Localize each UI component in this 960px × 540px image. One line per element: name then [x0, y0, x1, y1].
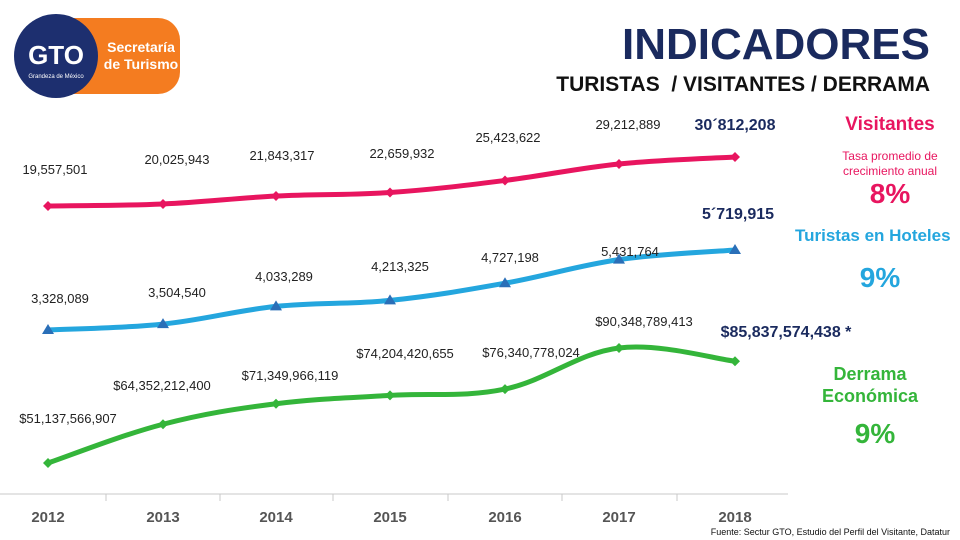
- data-label: 30´812,208: [695, 117, 776, 134]
- logo-circle: [14, 14, 98, 98]
- data-point-marker: [500, 384, 510, 395]
- derrama-growth-pct: 9%: [854, 418, 896, 449]
- data-label: 20,025,943: [144, 152, 209, 167]
- data-label: 5,431,764: [601, 244, 659, 259]
- data-point-marker: [729, 244, 741, 254]
- data-point-marker: [614, 343, 624, 353]
- data-label: 29,212,889: [595, 117, 660, 132]
- page-subtitle: TURISTAS / VISITANTES / DERRAMA: [556, 73, 930, 96]
- data-label: $85,837,574,438 *: [721, 324, 853, 341]
- gto-logo: GTO Grandeza de México Secretaría de Tur…: [14, 14, 180, 98]
- data-label: 3,328,089: [31, 291, 89, 306]
- growth-rate-note: Tasa promedio de crecimiento anual: [842, 149, 938, 178]
- data-point-marker: [43, 458, 53, 468]
- logo-mark: GTO: [28, 40, 84, 70]
- data-point-marker: [158, 198, 168, 209]
- data-point-marker: [384, 294, 396, 305]
- data-point-marker: [271, 398, 281, 409]
- data-label: 5´719,915: [702, 206, 774, 223]
- data-label: 4,033,289: [255, 269, 313, 284]
- data-label: 22,659,932: [369, 146, 434, 161]
- data-label: $76,340,778,024: [482, 345, 580, 360]
- logo-line2: de Turismo: [104, 56, 178, 72]
- data-point-marker: [385, 187, 395, 198]
- visitantes-growth-pct: 8%: [869, 178, 911, 209]
- data-label-layer: 19,557,501 20,025,943 21,843,317 22,659,932…: [19, 117, 852, 426]
- data-point-marker: [43, 201, 53, 211]
- data-label: $90,348,789,413: [595, 314, 693, 329]
- derrama-label: Derrama Económica: [821, 364, 919, 406]
- data-label: $71,349,966,119: [242, 368, 339, 383]
- data-point-marker: [614, 158, 624, 169]
- data-point-marker: [270, 300, 282, 311]
- x-axis: 2012 2013 2014 2015 2016 2017 2018: [0, 493, 788, 526]
- data-point-marker: [271, 191, 281, 202]
- data-label: 25,423,622: [475, 130, 540, 145]
- x-tick-label: 2012: [31, 509, 64, 526]
- x-tick-label: 2017: [602, 509, 635, 526]
- data-point-marker: [157, 318, 169, 329]
- data-label: 3,504,540: [148, 285, 206, 300]
- series-layer: [42, 152, 741, 468]
- x-tick-label: 2016: [488, 509, 521, 526]
- data-point-marker: [730, 152, 740, 162]
- x-tick-label: 2015: [373, 509, 406, 526]
- x-tick-label: 2014: [259, 509, 293, 526]
- x-tick-label: 2013: [146, 509, 179, 526]
- logo-line1: Secretaría: [107, 39, 175, 55]
- turistas-growth-pct: 9%: [859, 262, 901, 293]
- data-point-marker: [499, 277, 511, 288]
- data-point-marker: [730, 356, 740, 367]
- logo-tagline: Grandeza de México: [28, 74, 84, 80]
- visitantes-label: Visitantes: [845, 114, 935, 135]
- turistas-label: Turistas en Hoteles: [795, 226, 951, 245]
- data-point-marker: [613, 253, 625, 264]
- data-point-marker: [385, 390, 395, 401]
- series-line-2: [45, 344, 738, 466]
- data-label: $74,204,420,655: [356, 346, 454, 361]
- source-note: Fuente: Sectur GTO, Estudio del Perfil d…: [710, 527, 950, 537]
- page-title: INDICADORES: [621, 20, 930, 69]
- data-label: $64,352,212,400: [113, 378, 211, 393]
- data-point-marker: [500, 175, 510, 186]
- data-point-marker: [42, 324, 54, 334]
- x-tick-label: 2018: [718, 509, 751, 526]
- data-label: $51,137,566,907: [19, 411, 117, 426]
- data-label: 4,213,325: [371, 259, 429, 274]
- data-label: 4,727,198: [481, 250, 539, 265]
- data-label: 21,843,317: [249, 148, 314, 163]
- data-point-marker: [158, 419, 168, 430]
- data-label: 19,557,501: [22, 162, 87, 177]
